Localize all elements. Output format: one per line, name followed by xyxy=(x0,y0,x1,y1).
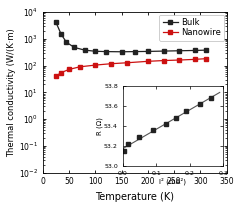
Bulk xyxy=(94,50,97,52)
Bulk xyxy=(73,46,76,49)
Nanowire xyxy=(54,75,57,78)
Nanowire xyxy=(162,59,165,62)
X-axis label: Temperature (K): Temperature (K) xyxy=(95,192,174,202)
Nanowire xyxy=(67,68,70,71)
Line: Nanowire: Nanowire xyxy=(54,56,208,79)
Nanowire xyxy=(178,59,181,61)
Bulk xyxy=(83,49,86,51)
Nanowire xyxy=(147,60,149,62)
Y-axis label: Thermal conductivity (W/(K·m): Thermal conductivity (W/(K·m) xyxy=(7,28,16,157)
Bulk xyxy=(204,49,207,51)
Bulk xyxy=(65,41,68,43)
Nanowire xyxy=(110,62,113,65)
Nanowire xyxy=(204,57,207,60)
Nanowire xyxy=(60,71,63,74)
Bulk xyxy=(60,33,63,36)
Line: Bulk: Bulk xyxy=(54,20,208,54)
Bulk xyxy=(133,50,136,53)
Bulk xyxy=(54,21,57,23)
Bulk xyxy=(162,50,165,52)
Bulk xyxy=(194,49,197,52)
Nanowire xyxy=(125,61,128,64)
Bulk xyxy=(178,50,181,52)
Legend: Bulk, Nanowire: Bulk, Nanowire xyxy=(159,15,224,41)
Bulk xyxy=(104,50,107,53)
Nanowire xyxy=(194,58,197,61)
Bulk xyxy=(147,50,149,53)
Nanowire xyxy=(94,64,97,66)
Bulk xyxy=(120,51,123,53)
Nanowire xyxy=(78,66,81,68)
